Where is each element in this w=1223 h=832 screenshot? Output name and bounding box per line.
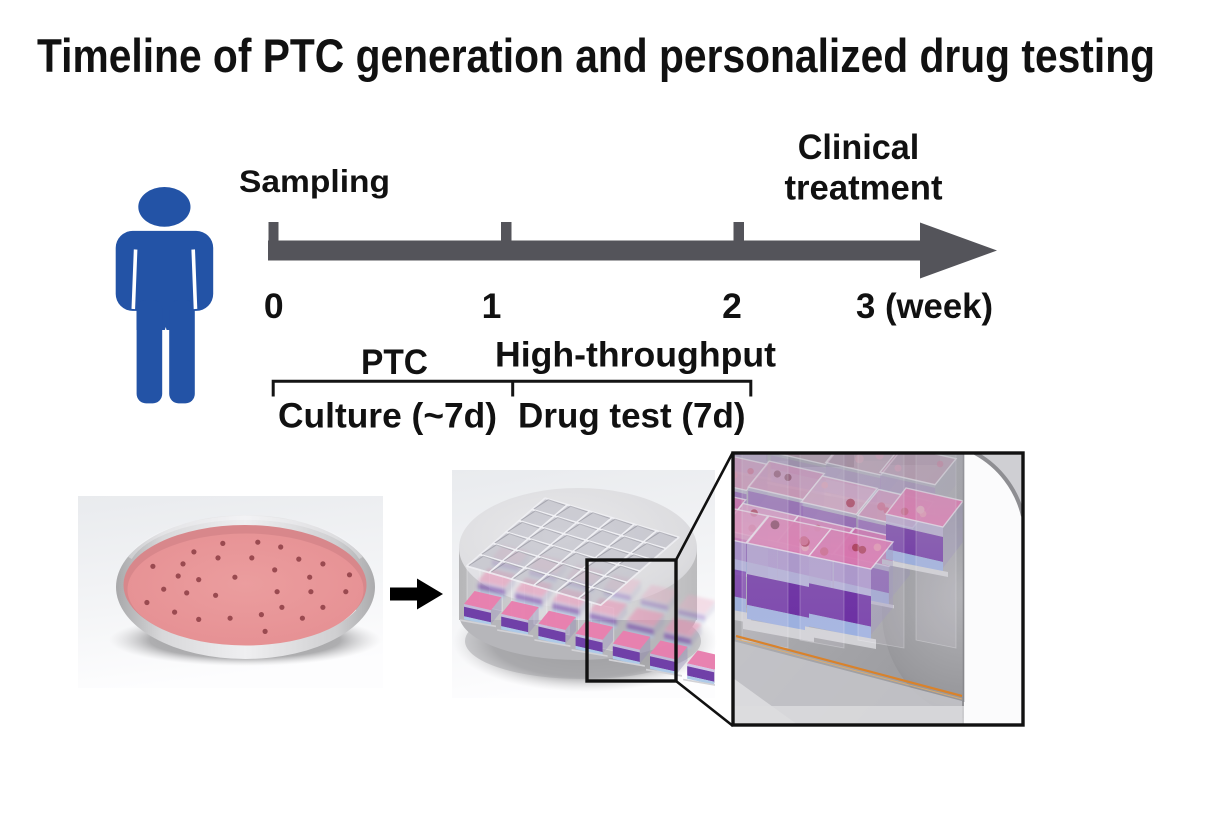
svg-text:2: 2 bbox=[722, 286, 742, 326]
svg-text:High-throughput: High-throughput bbox=[495, 334, 776, 374]
svg-text:0: 0 bbox=[264, 286, 284, 326]
svg-text:PTC: PTC bbox=[361, 342, 428, 382]
svg-text:treatment: treatment bbox=[785, 169, 943, 208]
svg-text:Clinical: Clinical bbox=[798, 128, 920, 167]
svg-text:Sampling: Sampling bbox=[239, 163, 390, 199]
svg-text:Timeline of PTC generation and: Timeline of PTC generation and personali… bbox=[37, 29, 1155, 82]
svg-text:3 (week): 3 (week) bbox=[856, 286, 993, 326]
svg-text:1: 1 bbox=[482, 286, 502, 326]
svg-text:Drug test (7d): Drug test (7d) bbox=[518, 395, 746, 435]
svg-text:Culture (~7d): Culture (~7d) bbox=[278, 395, 497, 435]
